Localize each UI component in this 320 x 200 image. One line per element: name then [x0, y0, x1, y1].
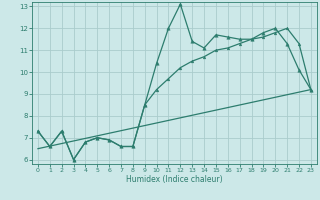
- X-axis label: Humidex (Indice chaleur): Humidex (Indice chaleur): [126, 175, 223, 184]
